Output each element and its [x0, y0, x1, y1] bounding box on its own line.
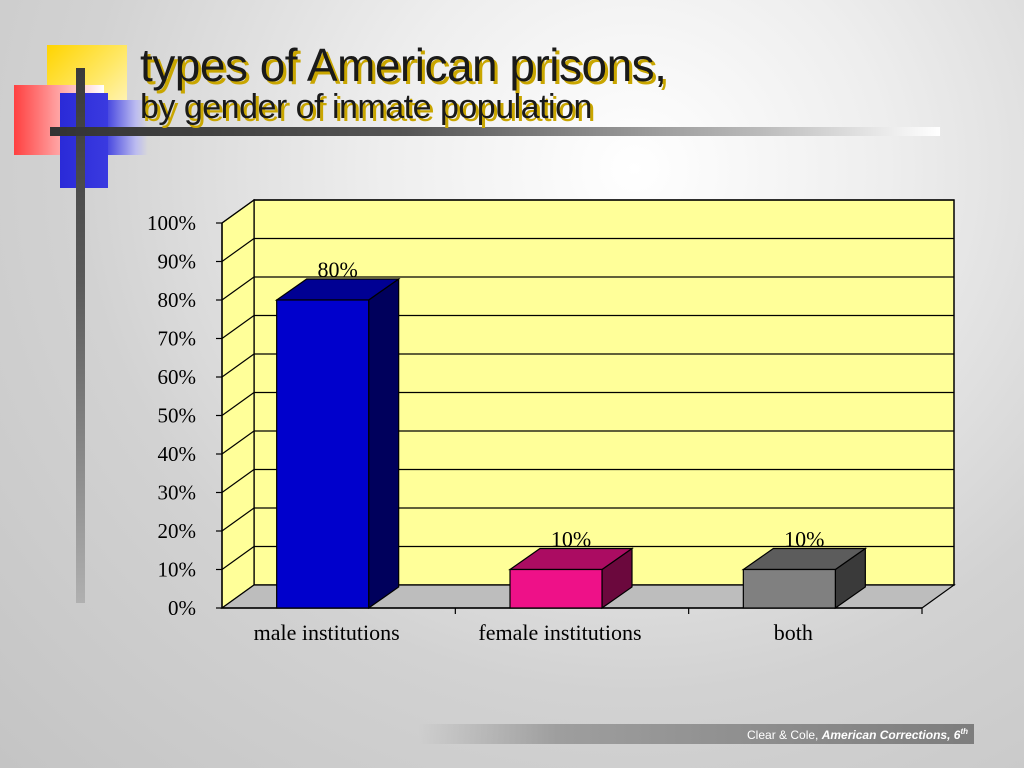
footer-source: Clear & Cole, — [747, 728, 822, 742]
bar — [742, 568, 836, 609]
gridline-side — [221, 507, 255, 532]
y-tick-label: 60% — [158, 365, 197, 389]
decor-horizontal-bar — [50, 127, 940, 136]
bar-side — [368, 277, 400, 610]
y-tick-label: 30% — [158, 481, 197, 505]
data-label: 80% — [318, 257, 358, 282]
footer-book-title: American Corrections, 6 — [821, 728, 961, 742]
data-label: 10% — [551, 527, 591, 552]
y-tick-label: 80% — [158, 288, 197, 312]
y-tick-label: 10% — [158, 558, 197, 582]
gridline-side — [221, 353, 255, 378]
footer-superscript: th — [960, 727, 968, 736]
footer-citation: Clear & Cole, American Corrections, 6th — [747, 727, 968, 742]
x-tick-label: both — [774, 620, 813, 645]
y-tick-label: 40% — [158, 442, 197, 466]
gridline-side — [221, 546, 255, 570]
gridline-side — [221, 199, 255, 224]
slide-subtitle: by gender of inmate population — [140, 88, 592, 126]
y-tick-label: 100% — [147, 211, 196, 235]
gridline-side — [221, 315, 255, 339]
y-tick-label: 70% — [158, 327, 197, 351]
x-tick-label: male institutions — [254, 620, 400, 645]
gridline-side — [221, 276, 255, 301]
decor-vertical-bar — [76, 68, 85, 603]
gridline-side — [221, 430, 255, 455]
y-tick-label: 20% — [158, 519, 197, 543]
slide-title: types of American prisons, — [140, 39, 667, 91]
y-tick-label: 50% — [158, 404, 197, 428]
footer-bar — [418, 724, 974, 744]
y-tick-label: 90% — [158, 250, 197, 274]
gridline-side — [221, 469, 255, 493]
bar — [509, 568, 603, 609]
bar — [276, 299, 370, 609]
gridline-side — [221, 392, 255, 416]
gridline-side — [221, 238, 255, 262]
y-tick-label: 0% — [168, 596, 196, 620]
x-tick-label: female institutions — [478, 620, 641, 645]
data-label: 10% — [784, 527, 824, 552]
